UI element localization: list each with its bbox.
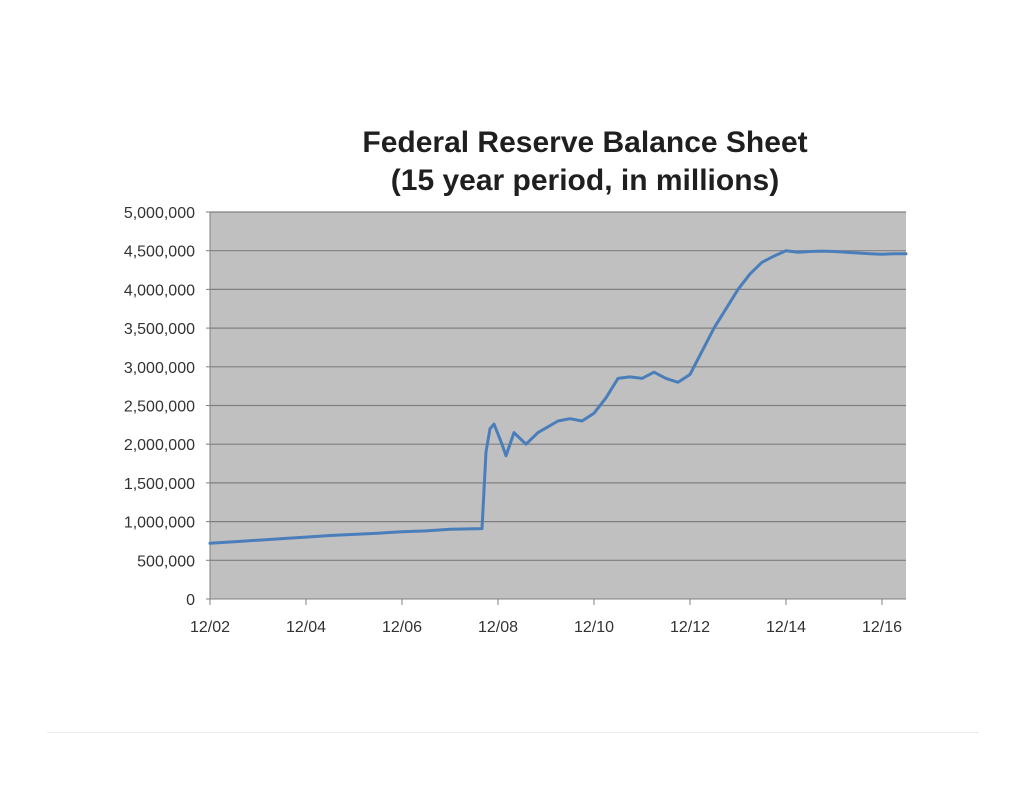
x-tick-label: 12/16 [862, 619, 902, 636]
x-tick-label: 12/10 [574, 619, 614, 636]
y-tick-label: 1,500,000 [124, 476, 195, 493]
divider [47, 732, 979, 733]
chart-subtitle: (15 year period, in millions) [391, 164, 779, 197]
y-tick-label: 3,000,000 [124, 360, 195, 377]
y-tick-label: 5,000,000 [124, 205, 195, 222]
x-tick-label: 12/08 [478, 619, 518, 636]
series-layer [208, 249, 908, 545]
y-axis: 0 500,000 1,000,000 1,500,000 2,000,000 2,500… [124, 205, 211, 609]
y-tick-label: 2,000,000 [124, 437, 195, 454]
x-tick-label: 12/04 [286, 619, 326, 636]
x-tick-label: 12/14 [766, 619, 806, 636]
chart-title: Federal Reserve Balance Sheet [362, 126, 807, 159]
x-tick-label: 12/12 [670, 619, 710, 636]
y-tick-label: 4,500,000 [124, 244, 195, 261]
series-line [208, 249, 908, 545]
y-tick-label: 0 [186, 592, 195, 609]
x-axis: 12/02 12/04 12/06 12/08 12/10 12/12 12/14 12/16 [190, 598, 906, 636]
gridlines [210, 211, 906, 561]
y-tick-label: 2,500,000 [124, 399, 195, 416]
y-tick-label: 3,500,000 [124, 321, 195, 338]
x-tick-label: 12/02 [190, 619, 230, 636]
y-tick-label: 4,000,000 [124, 282, 195, 299]
x-tick-label: 12/06 [382, 619, 422, 636]
y-tick-label: 1,000,000 [124, 515, 195, 532]
y-tick-label: 500,000 [137, 553, 195, 570]
